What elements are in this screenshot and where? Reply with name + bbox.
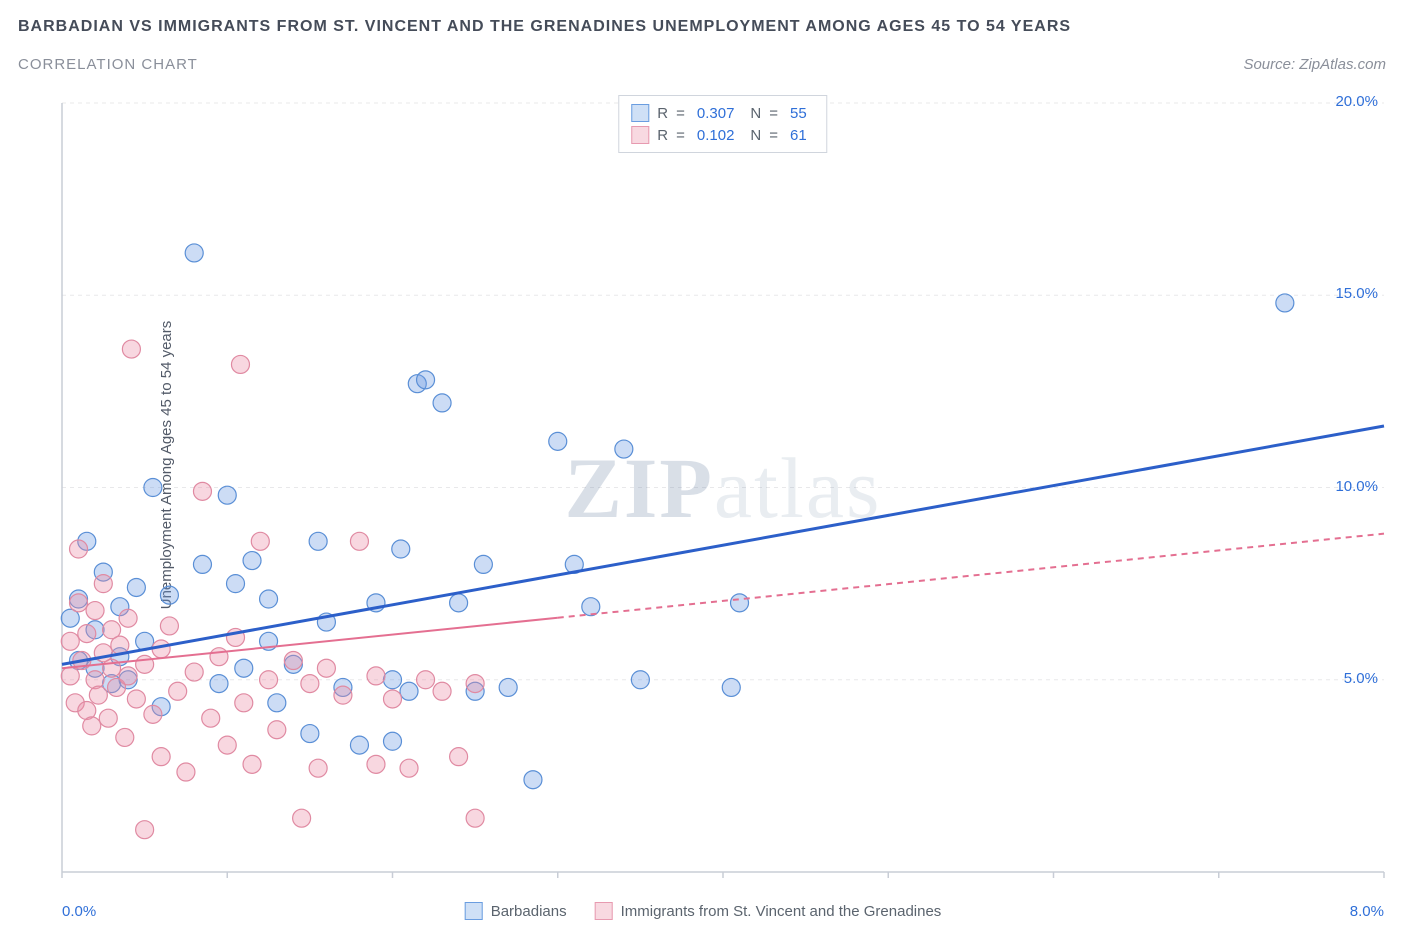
y-axis-tick-label: 5.0% — [1344, 670, 1378, 687]
series-legend: Barbadians Immigrants from St. Vincent an… — [465, 902, 942, 920]
legend-item: Barbadians — [465, 902, 567, 920]
y-axis-tick-label: 10.0% — [1335, 478, 1378, 495]
stats-legend: R = 0.307 N = 55 R = 0.102 N = 61 — [618, 95, 827, 153]
legend-swatch — [631, 104, 649, 122]
stat-r-label: R — [657, 127, 668, 144]
x-axis-max-label: 8.0% — [1350, 903, 1384, 920]
legend-swatch — [465, 902, 483, 920]
x-axis-min-label: 0.0% — [62, 903, 96, 920]
stat-n-label: N — [750, 105, 761, 122]
stat-n-value: 55 — [786, 105, 815, 122]
legend-label: Barbadians — [491, 903, 567, 920]
stats-legend-row: R = 0.102 N = 61 — [631, 124, 814, 146]
legend-swatch — [631, 126, 649, 144]
chart-plot-area: R=0.307N=55R=0.102N=61 ZIPatlas — [60, 95, 1386, 880]
stat-r-value: 0.102 — [693, 127, 743, 144]
stat-eq: = — [769, 105, 778, 122]
source-attribution: Source: ZipAtlas.com — [1243, 56, 1386, 73]
stat-eq: = — [769, 127, 778, 144]
stat-r-value: 0.307 — [693, 105, 743, 122]
stat-eq: = — [676, 127, 685, 144]
stat-r-label: R — [657, 105, 668, 122]
stat-n-label: N — [750, 127, 761, 144]
y-axis-tick-label: 15.0% — [1335, 285, 1378, 302]
scatter-chart — [60, 95, 1386, 880]
y-axis-tick-label: 20.0% — [1335, 93, 1378, 110]
stat-n-value: 61 — [786, 127, 815, 144]
legend-swatch — [595, 902, 613, 920]
legend-label: Immigrants from St. Vincent and the Gren… — [621, 903, 942, 920]
chart-subtitle: CORRELATION CHART — [18, 56, 198, 73]
stat-eq: = — [676, 105, 685, 122]
legend-item: Immigrants from St. Vincent and the Gren… — [595, 902, 942, 920]
chart-title: BARBADIAN VS IMMIGRANTS FROM ST. VINCENT… — [18, 18, 1071, 36]
stats-legend-row: R = 0.307 N = 55 — [631, 102, 814, 124]
